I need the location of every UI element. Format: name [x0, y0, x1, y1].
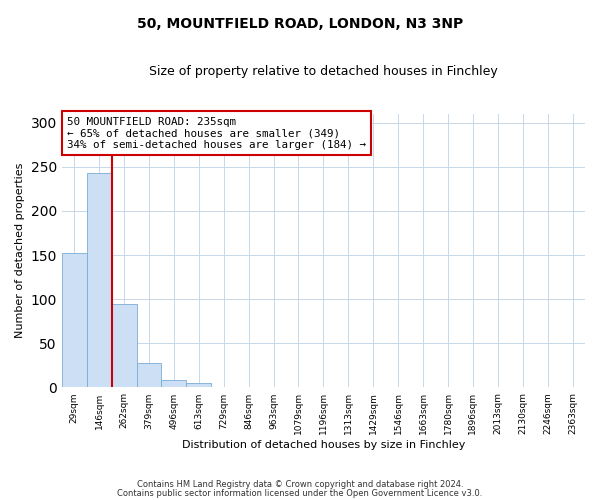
Y-axis label: Number of detached properties: Number of detached properties — [15, 163, 25, 338]
Text: Contains public sector information licensed under the Open Government Licence v3: Contains public sector information licen… — [118, 488, 482, 498]
Bar — [560, 386, 585, 388]
Bar — [161, 380, 187, 388]
Text: 50, MOUNTFIELD ROAD, LONDON, N3 3NP: 50, MOUNTFIELD ROAD, LONDON, N3 3NP — [137, 18, 463, 32]
Text: Contains HM Land Registry data © Crown copyright and database right 2024.: Contains HM Land Registry data © Crown c… — [137, 480, 463, 489]
Bar — [112, 304, 137, 388]
X-axis label: Distribution of detached houses by size in Finchley: Distribution of detached houses by size … — [182, 440, 465, 450]
Bar — [62, 254, 87, 388]
Bar — [187, 383, 211, 388]
Bar — [211, 386, 236, 388]
Text: 50 MOUNTFIELD ROAD: 235sqm
← 65% of detached houses are smaller (349)
34% of sem: 50 MOUNTFIELD ROAD: 235sqm ← 65% of deta… — [67, 116, 366, 150]
Bar — [137, 362, 161, 388]
Bar — [87, 173, 112, 388]
Title: Size of property relative to detached houses in Finchley: Size of property relative to detached ho… — [149, 65, 498, 78]
